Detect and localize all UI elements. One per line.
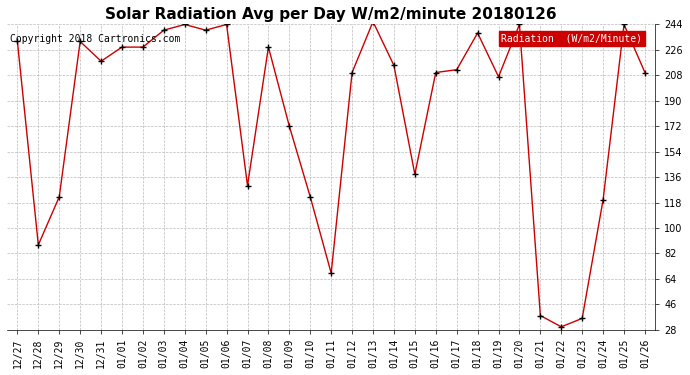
Radiation  (W/m2/Minute) — [159, 28, 168, 32]
Radiation  (W/m2/Minute) — [222, 22, 230, 27]
Radiation  (W/m2/Minute) — [244, 183, 252, 188]
Radiation  (W/m2/Minute) — [453, 68, 461, 72]
Radiation  (W/m2/Minute) — [411, 172, 419, 177]
Radiation  (W/m2/Minute) — [494, 75, 502, 79]
Radiation  (W/m2/Minute) — [97, 59, 105, 63]
Title: Solar Radiation Avg per Day W/m2/minute 20180126: Solar Radiation Avg per Day W/m2/minute … — [106, 7, 557, 22]
Radiation  (W/m2/Minute) — [557, 325, 565, 329]
Text: Copyright 2018 Cartronics.com: Copyright 2018 Cartronics.com — [10, 34, 181, 44]
Radiation  (W/m2/Minute) — [118, 45, 126, 50]
Radiation  (W/m2/Minute) — [348, 70, 356, 75]
Radiation  (W/m2/Minute) — [285, 124, 293, 129]
Radiation  (W/m2/Minute) — [515, 22, 524, 27]
Radiation  (W/m2/Minute) — [536, 313, 544, 318]
Radiation  (W/m2/Minute) — [55, 195, 63, 199]
Radiation  (W/m2/Minute) — [34, 243, 43, 247]
Radiation  (W/m2/Minute) — [641, 70, 649, 75]
Radiation  (W/m2/Minute) — [390, 63, 398, 68]
Line: Radiation  (W/m2/Minute): Radiation (W/m2/Minute) — [14, 19, 648, 330]
Radiation  (W/m2/Minute) — [201, 28, 210, 32]
Radiation  (W/m2/Minute) — [13, 39, 21, 44]
Radiation  (W/m2/Minute) — [306, 195, 315, 199]
Radiation  (W/m2/Minute) — [578, 316, 586, 321]
Radiation  (W/m2/Minute) — [599, 197, 607, 202]
Radiation  (W/m2/Minute) — [76, 39, 84, 44]
Radiation  (W/m2/Minute) — [139, 45, 147, 50]
Radiation  (W/m2/Minute) — [369, 20, 377, 24]
Radiation  (W/m2/Minute) — [620, 22, 628, 27]
Radiation  (W/m2/Minute) — [473, 31, 482, 35]
Radiation  (W/m2/Minute) — [181, 22, 189, 27]
Radiation  (W/m2/Minute) — [432, 70, 440, 75]
Text: Radiation  (W/m2/Minute): Radiation (W/m2/Minute) — [502, 34, 642, 44]
Radiation  (W/m2/Minute) — [264, 45, 273, 50]
Radiation  (W/m2/Minute) — [327, 271, 335, 275]
